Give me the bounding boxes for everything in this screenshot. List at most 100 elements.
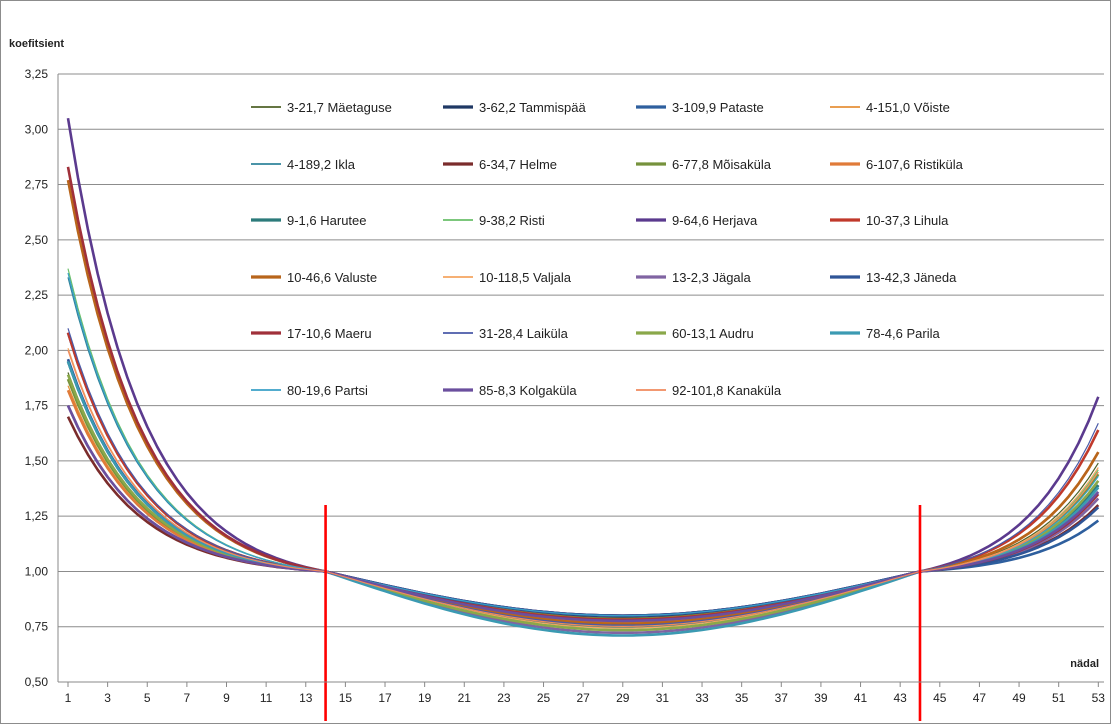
legend-label: 60-13,1 Audru — [672, 326, 754, 341]
x-tick-label: 11 — [260, 691, 273, 705]
legend-label: 3-62,2 Tammispää — [479, 100, 586, 115]
legend-label: 9-38,2 Risti — [479, 213, 545, 228]
x-tick-label: 37 — [775, 691, 789, 705]
legend-label: 10-46,6 Valuste — [287, 270, 377, 285]
x-tick-label: 29 — [616, 691, 630, 705]
x-tick-label: 15 — [339, 691, 353, 705]
legend-bg — [249, 378, 439, 396]
legend-bg — [441, 208, 631, 226]
legend-bg — [828, 152, 1018, 170]
series-line — [66, 360, 1100, 628]
x-tick-label: 47 — [973, 691, 987, 705]
x-tick-label: 27 — [576, 691, 590, 705]
legend-label: 3-109,9 Pataste — [672, 100, 764, 115]
x-tick-label: 3 — [104, 691, 111, 705]
legend-bg — [828, 265, 1018, 283]
legend-label: 13-2,3 Jägala — [672, 270, 752, 285]
x-tick-label: 41 — [854, 691, 868, 705]
x-tick-label: 51 — [1052, 691, 1066, 705]
x-tick-label: 25 — [537, 691, 551, 705]
y-tick-label: 3,25 — [25, 67, 49, 81]
series-line — [66, 360, 1100, 637]
y-tick-label: 0,50 — [25, 675, 49, 689]
series-line — [66, 374, 1100, 632]
x-tick-label: 45 — [933, 691, 947, 705]
y-tick-label: 2,25 — [25, 288, 49, 302]
legend-label: 6-107,6 Ristiküla — [866, 157, 964, 172]
legend-bg — [828, 208, 1018, 226]
legend-label: 92-101,8 Kanaküla — [672, 383, 782, 398]
series-line — [67, 350, 1099, 627]
legend-label: 6-77,8 Mõisaküla — [672, 157, 772, 172]
x-tick-label: 43 — [893, 691, 907, 705]
series-line — [66, 389, 1100, 624]
legend-bg — [249, 208, 439, 226]
legend-bg — [441, 378, 631, 396]
legend-bg — [828, 95, 1018, 113]
legend-label: 4-189,2 Ikla — [287, 157, 356, 172]
x-tick-label: 21 — [458, 691, 472, 705]
legend-label: 3-21,7 Mäetaguse — [287, 100, 392, 115]
series-line — [66, 378, 1100, 621]
x-tick-label: 7 — [184, 691, 191, 705]
gridlines — [58, 73, 1104, 628]
legend-bg — [828, 321, 1018, 339]
legend-label: 17-10,6 Maeru — [287, 326, 372, 341]
legend-label: 78-4,6 Parila — [866, 326, 940, 341]
legend-label: 9-1,6 Harutee — [287, 213, 367, 228]
legend-bg — [634, 321, 824, 339]
x-tick-label: 19 — [418, 691, 432, 705]
x-tick-label: 33 — [695, 691, 709, 705]
series-line — [66, 332, 1100, 623]
legend-bg — [634, 152, 824, 170]
x-tick-label: 31 — [656, 691, 670, 705]
x-tick-label: 49 — [1012, 691, 1026, 705]
legend-bg — [634, 95, 824, 113]
x-tick-label: 53 — [1092, 691, 1106, 705]
x-tick-label: 9 — [223, 691, 230, 705]
series-line — [66, 332, 1100, 621]
legend-bg — [249, 152, 439, 170]
series-line — [67, 385, 1099, 625]
x-axis-title: nädal — [1070, 658, 1099, 670]
legend-label: 10-37,3 Lihula — [866, 213, 949, 228]
legend-label: 9-64,6 Herjava — [672, 213, 758, 228]
x-tick-label: 1 — [65, 691, 72, 705]
y-axis-title: koefitsient — [9, 38, 64, 50]
series-line — [67, 328, 1099, 626]
x-tick-label: 23 — [497, 691, 511, 705]
y-tick-label: 1,25 — [25, 509, 49, 523]
y-tick-label: 1,00 — [25, 564, 49, 578]
legend-label: 80-19,6 Partsi — [287, 383, 368, 398]
x-tick-label: 35 — [735, 691, 749, 705]
x-tick-label: 39 — [814, 691, 828, 705]
legend: 3-21,7 Mäetaguse 3-62,2 Tammispää 3-109,9 … — [249, 95, 1018, 398]
legend-bg — [441, 321, 631, 339]
legend-label: 13-42,3 Jäneda — [866, 270, 957, 285]
vertical-markers — [324, 505, 922, 721]
y-tick-label: 0,75 — [25, 620, 49, 634]
series-line — [66, 358, 1100, 617]
series-line — [67, 372, 1099, 617]
y-tick-label: 2,00 — [25, 343, 49, 357]
series-line — [66, 405, 1100, 635]
x-tick-label: 17 — [378, 691, 392, 705]
legend-bg — [441, 265, 631, 283]
legend-label: 31-28,4 Laiküla — [479, 326, 569, 341]
axes — [57, 74, 1104, 683]
x-tick-label: 13 — [299, 691, 313, 705]
legend-bg — [634, 265, 824, 283]
y-tick-labels: 0,50 0,75 1,00 1,25 1,50 1,75 2,00 2,25 2,50 2,75… — [25, 67, 49, 689]
legend-bg — [441, 152, 631, 170]
series-lines — [66, 117, 1100, 637]
y-tick-label: 2,75 — [25, 178, 49, 192]
legend-bg — [634, 208, 824, 226]
legend-bg — [634, 378, 824, 396]
x-tick-labels: 1 3 5 7 9 11 13 15 17 19 21 23 25 27 29 31 33 35 37 39 41 43 4… — [65, 682, 1106, 705]
y-tick-label: 1,75 — [25, 399, 49, 413]
y-tick-label: 2,50 — [25, 233, 49, 247]
series-line — [66, 360, 1100, 620]
legend-bg — [249, 321, 439, 339]
